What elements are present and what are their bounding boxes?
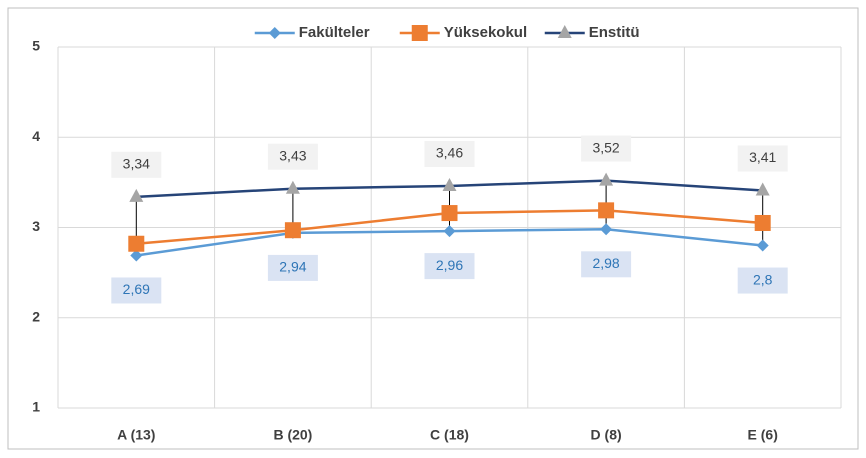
data-label: 2,69 [123, 281, 150, 297]
data-point [598, 202, 615, 219]
data-label-box [424, 140, 475, 167]
x-tick-label: D (8) [591, 427, 622, 443]
data-label-box [581, 251, 632, 278]
data-point [754, 214, 771, 231]
data-point [285, 180, 300, 194]
data-label: 2,94 [279, 259, 306, 275]
data-label-box [111, 151, 162, 178]
data-label: 3,34 [123, 156, 150, 172]
data-point [600, 223, 613, 236]
data-point [441, 205, 458, 222]
data-point [443, 225, 456, 238]
y-tick-label: 2 [32, 308, 40, 324]
data-label-box [267, 254, 318, 281]
data-label: 2,8 [753, 271, 773, 287]
x-tick-label: E (6) [748, 427, 778, 443]
legend-marker [411, 25, 428, 41]
data-point [128, 235, 145, 252]
data-label: 3,43 [279, 147, 306, 163]
data-label: 3,46 [436, 145, 463, 161]
data-label-box [111, 277, 162, 304]
x-tick-label: A (13) [117, 427, 155, 443]
data-point [130, 249, 143, 262]
data-label-box [737, 267, 788, 294]
data-label-box [424, 253, 475, 280]
data-label: 2,96 [436, 257, 463, 273]
data-point [756, 239, 769, 252]
y-tick-label: 1 [32, 399, 40, 415]
data-point [442, 177, 457, 191]
legend-marker [268, 27, 281, 39]
data-point [599, 172, 614, 186]
y-tick-label: 4 [32, 128, 40, 144]
legend-label: Fakülteler [299, 24, 370, 41]
data-point [129, 188, 144, 202]
data-label: 3,52 [592, 139, 619, 155]
data-label-box [737, 145, 788, 172]
x-tick-label: C (18) [430, 427, 469, 443]
data-label: 3,41 [749, 149, 776, 165]
chart-border [7, 7, 859, 450]
legend-marker [557, 25, 572, 38]
data-point [284, 222, 301, 239]
data-label-box [267, 143, 318, 170]
y-tick-label: 5 [32, 38, 40, 54]
data-label: 2,98 [592, 255, 619, 271]
x-tick-label: B (20) [273, 427, 312, 443]
legend-label: Yüksekokul [444, 24, 527, 41]
legend: Fakülteler Yüksekokul Enstitü [254, 24, 640, 41]
data-point [755, 182, 770, 196]
data-label-box [581, 135, 632, 162]
legend-label: Enstitü [589, 24, 640, 41]
y-tick-label: 3 [32, 218, 40, 234]
